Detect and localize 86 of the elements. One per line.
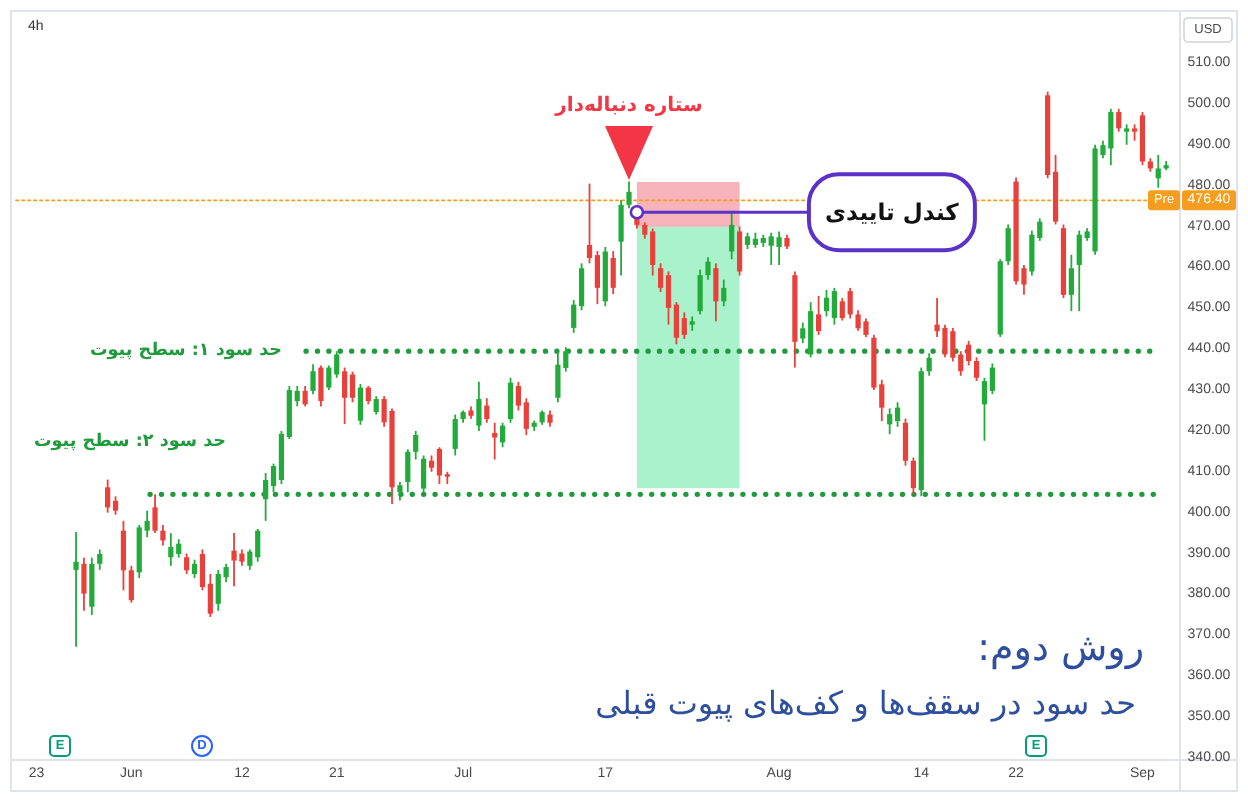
candlestick <box>910 456 916 496</box>
candlestick <box>128 564 134 604</box>
candlestick <box>926 352 932 377</box>
candlestick <box>357 383 364 426</box>
candlestick <box>176 538 182 559</box>
candlestick <box>484 397 490 424</box>
candlestick <box>1124 123 1130 146</box>
candlestick <box>73 530 79 648</box>
candlestick <box>191 558 198 579</box>
candlestick <box>989 362 995 396</box>
candlestick <box>1076 229 1082 313</box>
candlestick <box>152 493 158 535</box>
candlestick <box>302 385 308 408</box>
candlestick <box>136 524 142 579</box>
candlestick <box>705 256 711 281</box>
candlestick <box>310 363 316 396</box>
candlestick <box>863 317 869 338</box>
candlestick <box>397 481 403 502</box>
candlestick <box>839 297 845 322</box>
candlestick <box>894 401 901 428</box>
candlestick <box>112 495 119 516</box>
ref-line-label: حد سود ۱: سطح پیوت <box>89 341 282 362</box>
candlestick <box>436 446 443 485</box>
candlestick <box>823 288 830 318</box>
candlestick <box>500 421 506 449</box>
candlestick <box>626 180 632 210</box>
candlestick <box>618 199 624 277</box>
candlestick <box>168 532 174 567</box>
candlestick <box>950 327 956 363</box>
candlestick <box>1108 107 1114 167</box>
candlestick <box>681 311 687 340</box>
text: حد سود در سقف‌ها و کف‌های پیوت قبلی <box>595 684 1136 722</box>
candlestick <box>1155 154 1161 189</box>
candlestick <box>594 250 601 306</box>
candlestick <box>887 407 893 436</box>
candlestick <box>981 376 988 442</box>
candlestick <box>342 366 348 425</box>
candlestick <box>365 385 371 406</box>
candlestick <box>966 340 972 367</box>
candlestick <box>721 278 727 308</box>
series-label: ستاره دنباله‌دار <box>553 94 703 117</box>
candlestick <box>768 231 774 266</box>
candlestick <box>736 225 743 277</box>
candlestick <box>855 309 861 332</box>
candlestick <box>507 376 514 424</box>
text: روش دوم: <box>977 626 1144 670</box>
candlestick <box>1005 223 1011 266</box>
candlestick <box>1029 229 1035 277</box>
candlestick <box>942 323 948 359</box>
text: کندل تاییدی <box>825 198 960 227</box>
candlestick <box>610 250 616 295</box>
candlestick <box>1139 111 1146 167</box>
candlestick <box>405 448 411 494</box>
candlestick <box>650 227 656 277</box>
candlestick <box>231 532 237 588</box>
candlestick <box>421 454 427 494</box>
candlestick <box>697 268 703 316</box>
candlestick <box>729 210 735 261</box>
candlestick <box>1116 107 1122 133</box>
candlestick <box>1068 253 1074 313</box>
candlestick <box>973 356 980 382</box>
candlestick <box>160 524 166 547</box>
candlestick <box>815 295 822 336</box>
candlestick <box>902 417 909 467</box>
candlestick <box>476 380 482 432</box>
candlestick <box>555 350 561 404</box>
candlestick <box>97 548 103 571</box>
candlestick <box>81 556 87 612</box>
candlestick <box>184 552 190 575</box>
candlestick <box>255 528 261 563</box>
candlestick <box>713 262 719 323</box>
candlestick <box>847 286 853 320</box>
candlestick <box>120 519 127 592</box>
candlestick <box>373 395 379 416</box>
candlestick <box>413 430 419 461</box>
candlestick <box>349 370 356 404</box>
ref-line-label: حد سود ۲: سطح پیوت <box>33 432 226 453</box>
candlestick <box>808 301 814 359</box>
candlestick <box>263 472 269 522</box>
candlestick <box>318 364 324 408</box>
candlestick <box>452 413 458 457</box>
candlestick <box>215 569 221 612</box>
candlestick <box>89 556 95 616</box>
candlestick <box>831 286 837 326</box>
candlestick <box>105 478 111 514</box>
candlestick <box>776 230 782 266</box>
